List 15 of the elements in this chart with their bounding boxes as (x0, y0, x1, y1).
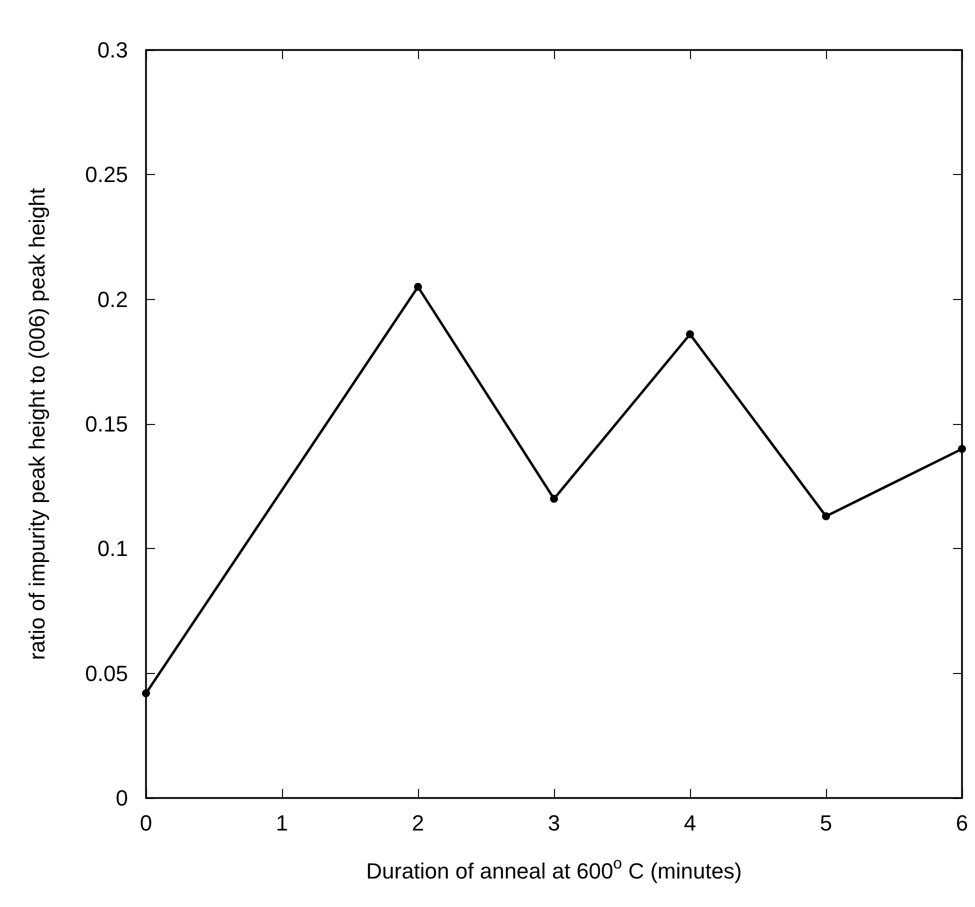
y-tick-label: 0.2 (97, 286, 128, 312)
y-tick-label: 0.3 (97, 38, 128, 62)
x-tick-label: 3 (548, 810, 560, 836)
x-tick-label: 4 (684, 810, 696, 836)
x-tick-label: 5 (820, 810, 832, 836)
y-axis-title: ratio of impurity peak height to (006) peak height (24, 188, 50, 660)
y-tick-label: 0.15 (85, 412, 128, 436)
x-tick-label: 2 (412, 810, 424, 836)
y-tick-label: 0.05 (85, 660, 128, 686)
x-tick-label: 6 (956, 810, 968, 836)
x-tick-label: 0 (140, 810, 152, 836)
x-tick-label: 1 (276, 810, 288, 836)
y-tick-label: 0.25 (85, 162, 128, 188)
y-tick-label: 0 (116, 786, 128, 810)
y-tick-label: 0.1 (97, 536, 128, 562)
